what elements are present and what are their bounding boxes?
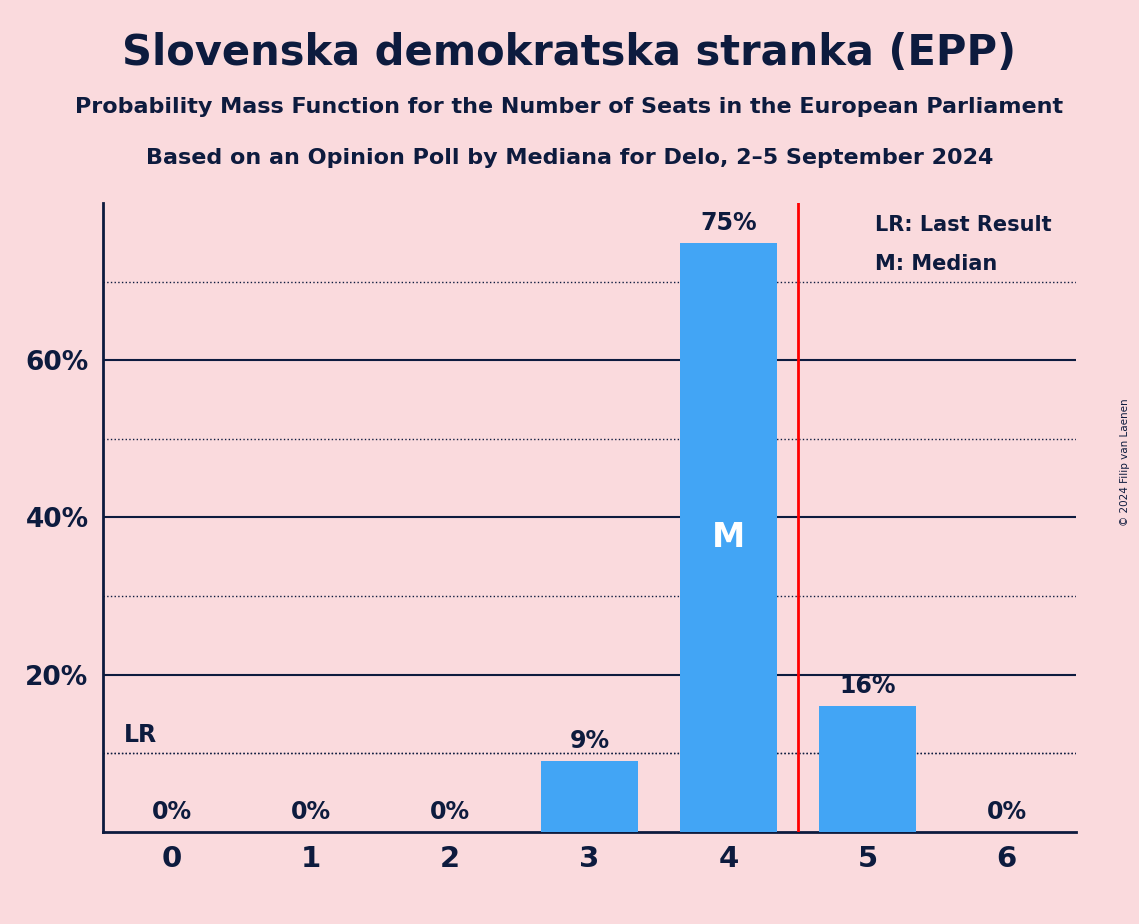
- Text: M: Median: M: Median: [875, 254, 997, 274]
- Text: Based on an Opinion Poll by Mediana for Delo, 2–5 September 2024: Based on an Opinion Poll by Mediana for …: [146, 148, 993, 168]
- Text: 75%: 75%: [700, 211, 757, 235]
- Text: LR: LR: [123, 723, 156, 747]
- Bar: [541, 761, 638, 832]
- Bar: [680, 242, 777, 832]
- Bar: [819, 706, 917, 832]
- Text: M: M: [712, 520, 745, 553]
- Text: LR: Last Result: LR: Last Result: [875, 215, 1051, 235]
- Text: Probability Mass Function for the Number of Seats in the European Parliament: Probability Mass Function for the Number…: [75, 97, 1064, 117]
- Text: 0%: 0%: [431, 800, 470, 824]
- Text: Slovenska demokratska stranka (EPP): Slovenska demokratska stranka (EPP): [122, 32, 1017, 74]
- Text: 0%: 0%: [292, 800, 331, 824]
- Text: 16%: 16%: [839, 675, 896, 699]
- Text: © 2024 Filip van Laenen: © 2024 Filip van Laenen: [1120, 398, 1130, 526]
- Text: 9%: 9%: [570, 729, 609, 753]
- Text: 0%: 0%: [986, 800, 1027, 824]
- Text: 0%: 0%: [151, 800, 192, 824]
